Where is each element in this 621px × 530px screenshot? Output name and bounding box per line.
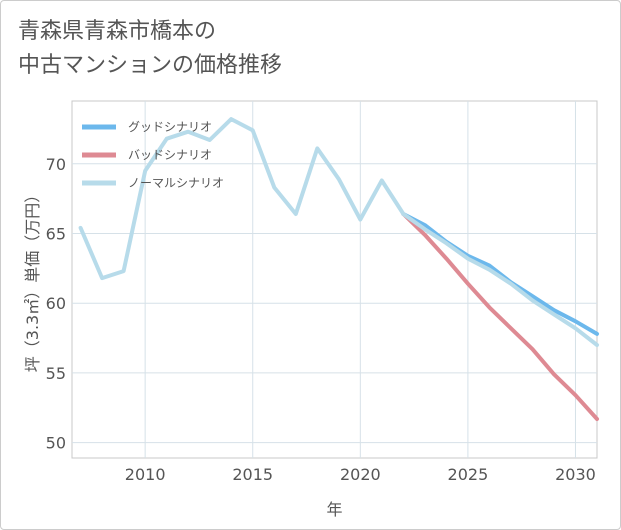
chart-title: 青森県青森市橋本の 中古マンションの価格推移 xyxy=(18,15,608,83)
good-scenario-line xyxy=(401,212,599,336)
y-tick-label: 70 xyxy=(46,155,66,174)
y-tick-label: 60 xyxy=(46,294,66,313)
legend-label-good-scenario: グッドシナリオ xyxy=(128,120,212,134)
x-tick-label: 2030 xyxy=(555,465,596,484)
legend-label-normal-scenario: ノーマルシナリオ xyxy=(128,176,224,190)
x-tick-label: 2015 xyxy=(232,465,273,484)
chart-title-line-2: 中古マンションの価格推移 xyxy=(18,53,283,78)
chart-title-line-1: 青森県青森市橋本の xyxy=(18,19,217,44)
x-axis-label: 年 xyxy=(326,500,342,519)
x-tick-label: 2020 xyxy=(340,465,381,484)
plot-area xyxy=(71,100,598,459)
y-tick-label: 65 xyxy=(46,224,66,243)
y-axis-label: 坪（3.3㎡）単価（万円） xyxy=(23,187,42,372)
legend-label-bad-scenario: バッドシナリオ xyxy=(128,148,212,162)
normal-scenario-line xyxy=(78,117,599,347)
y-tick-label: 55 xyxy=(46,364,66,383)
y-tick-label: 50 xyxy=(46,434,66,453)
bad-scenario-line xyxy=(401,212,599,421)
x-tick-label: 2010 xyxy=(125,465,166,484)
x-tick-label: 2025 xyxy=(448,465,489,484)
